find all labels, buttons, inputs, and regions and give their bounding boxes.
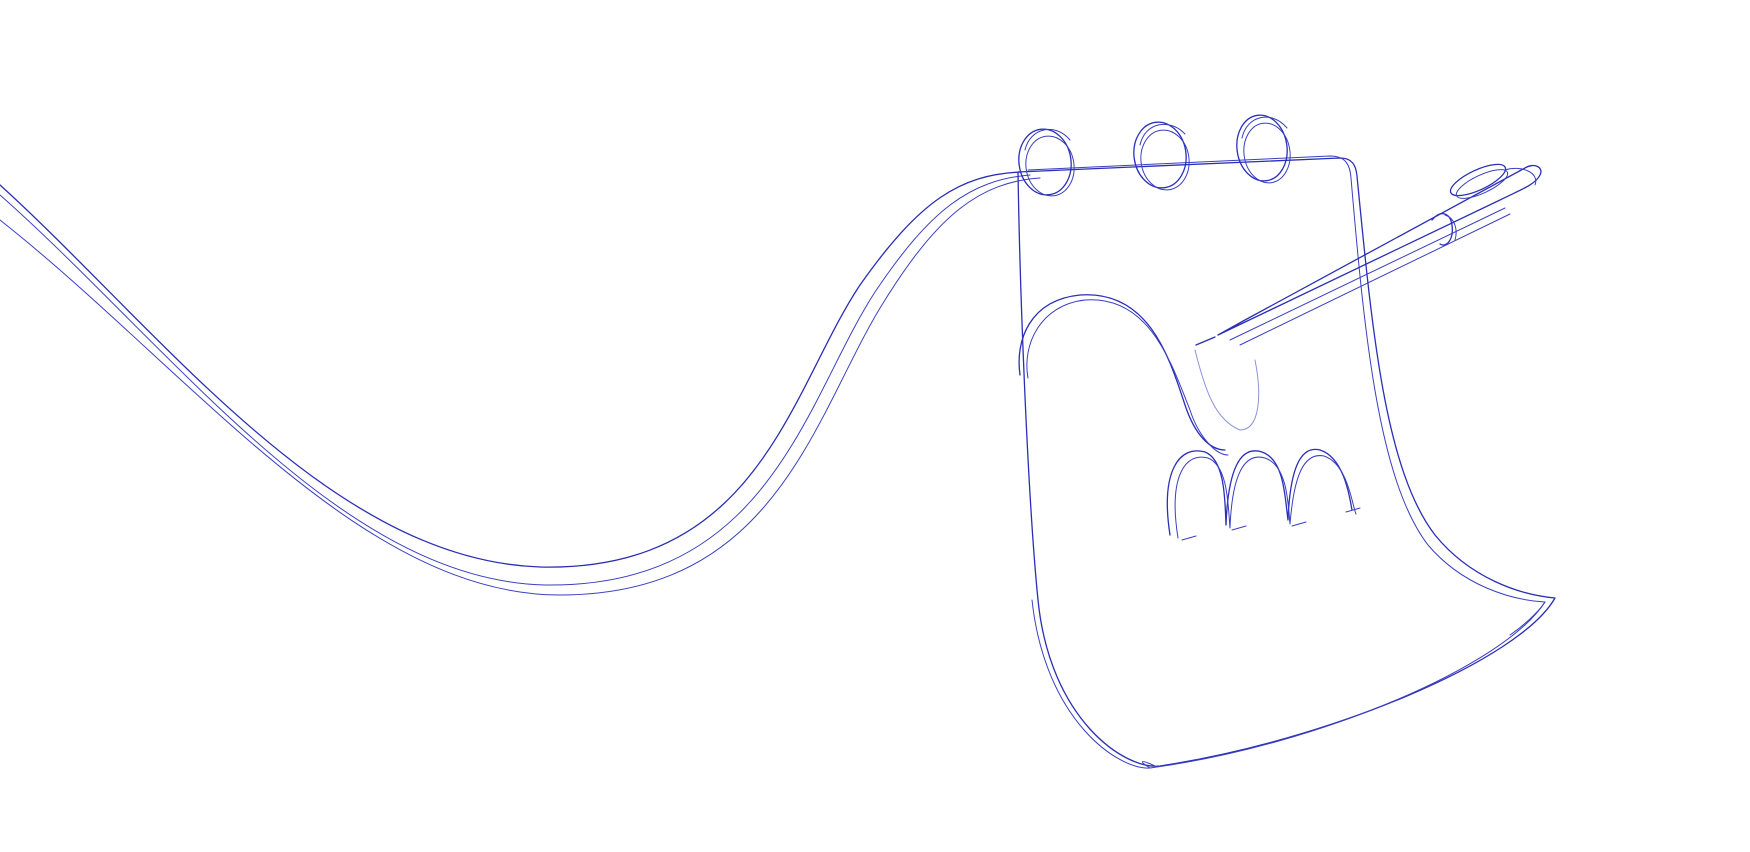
- spiral-rings: [1018, 114, 1291, 197]
- notebook-page: [1017, 155, 1556, 769]
- pencil-icon: [1195, 163, 1542, 346]
- flowing-line: [0, 171, 1041, 596]
- letter-squiggle: [1166, 448, 1361, 541]
- handwritten-mark: [1018, 294, 1260, 456]
